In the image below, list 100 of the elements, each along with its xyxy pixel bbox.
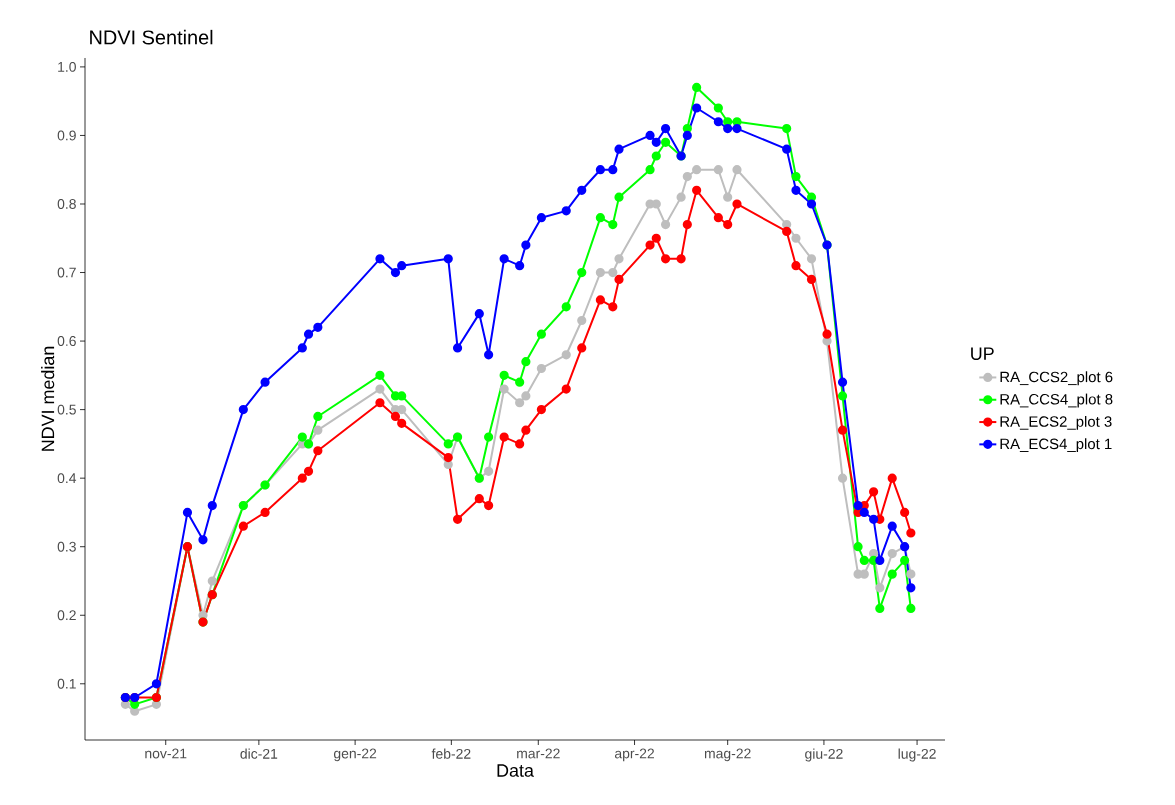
point (837, 377, 848, 387)
point (536, 363, 546, 374)
y-tick-label: 0.2 (57, 610, 76, 621)
point (723, 192, 733, 202)
point (595, 165, 605, 175)
point (608, 267, 618, 278)
point (906, 603, 916, 613)
legend-label: RA_ECS2_plot 3 (1000, 415, 1112, 430)
point (869, 487, 879, 497)
point (645, 240, 655, 250)
x-tick-label: giu-22 (805, 748, 843, 762)
legend-label: RA_CCS4_plot 8 (1000, 393, 1113, 408)
x-tick-label: dic-21 (240, 748, 278, 759)
point (260, 507, 270, 518)
point (806, 274, 817, 284)
point (723, 117, 733, 127)
point (499, 254, 509, 264)
point (375, 254, 385, 264)
point (474, 309, 484, 319)
point (900, 507, 910, 518)
point (853, 500, 863, 511)
point (521, 357, 531, 367)
point (397, 418, 407, 428)
point (561, 206, 571, 216)
point (887, 569, 897, 579)
point (303, 329, 314, 339)
point (723, 123, 733, 134)
point (397, 261, 407, 271)
point (614, 192, 624, 202)
point (875, 583, 885, 593)
point (837, 391, 848, 401)
point (692, 82, 702, 93)
point (692, 103, 702, 113)
point (375, 384, 385, 394)
point (297, 473, 307, 483)
point (207, 576, 217, 586)
point (515, 398, 525, 408)
point (676, 254, 686, 264)
point (645, 130, 655, 141)
point (869, 514, 879, 524)
point (713, 103, 723, 113)
point (313, 425, 323, 435)
point (732, 199, 742, 209)
point (151, 679, 162, 689)
point (887, 521, 897, 531)
point (660, 219, 671, 230)
point (782, 123, 792, 134)
point (692, 185, 702, 195)
x-tick-label: apr-22 (614, 748, 654, 762)
point (390, 411, 401, 422)
point (303, 466, 314, 476)
point (837, 425, 848, 435)
point (260, 377, 270, 387)
point (452, 514, 463, 524)
point (375, 370, 385, 380)
point (791, 171, 801, 182)
point (577, 315, 587, 326)
legend-label: RA_CCS2_plot 6 (1000, 371, 1113, 386)
point (484, 350, 494, 360)
x-tick-label: nov-21 (145, 748, 187, 759)
point (443, 254, 453, 264)
point (484, 432, 494, 442)
point (313, 411, 323, 422)
legend-label: RA_ECS4_plot 1 (1000, 438, 1112, 453)
x-tick-label: mar-22 (517, 748, 560, 759)
point (499, 384, 509, 394)
point (875, 603, 885, 613)
point (791, 233, 801, 243)
point (682, 219, 692, 230)
point (452, 343, 463, 353)
point (645, 165, 655, 175)
point (859, 507, 869, 518)
point (561, 384, 571, 394)
point (651, 151, 661, 161)
point (595, 267, 605, 278)
point (443, 439, 453, 449)
point (713, 117, 723, 127)
point (676, 192, 686, 202)
y-tick-label: 0.3 (57, 541, 76, 552)
point (608, 165, 618, 175)
point (536, 213, 546, 223)
legend-title: UP (971, 347, 994, 360)
point (614, 254, 624, 264)
point (853, 542, 863, 552)
point (906, 583, 916, 593)
point (397, 405, 407, 415)
point (521, 425, 531, 435)
point (515, 439, 525, 449)
point (238, 521, 248, 531)
point (313, 322, 323, 332)
point (822, 329, 832, 339)
point (297, 343, 307, 353)
point (660, 137, 671, 147)
point (723, 219, 733, 230)
point (577, 185, 587, 195)
point (521, 391, 531, 401)
y-tick-label: 0.6 (57, 336, 76, 347)
point (875, 555, 885, 566)
point (682, 130, 692, 141)
point (499, 370, 509, 380)
